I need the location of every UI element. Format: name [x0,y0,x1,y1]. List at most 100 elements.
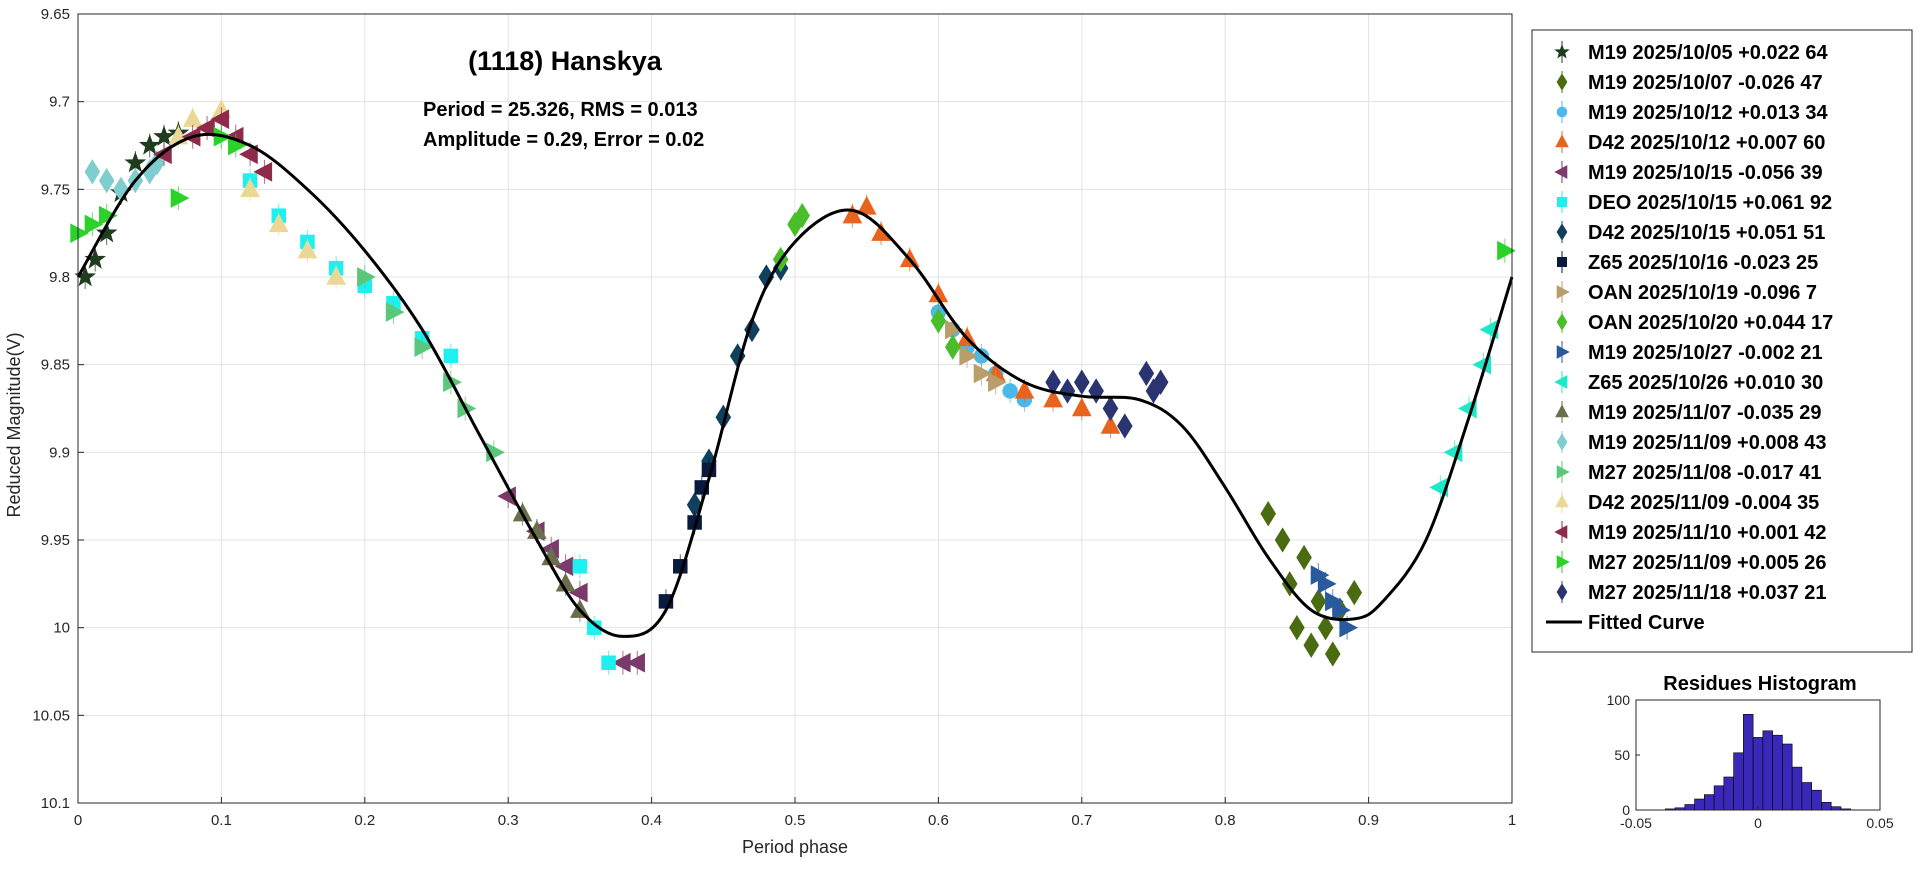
x-tick-label: 0.8 [1215,812,1236,829]
histogram-bar [1762,730,1773,811]
legend-label: M19 2025/10/05 +0.022 64 [1588,42,1829,64]
data-point [1071,397,1092,417]
legend-item: M19 2025/10/05 +0.022 64 [1554,41,1829,64]
data-point [1497,240,1516,261]
y-tick-label: 9.75 [41,181,70,198]
data-point [572,559,588,574]
data-point [959,346,979,366]
data-point [794,202,810,229]
x-tick-label: 0.5 [785,812,806,829]
histogram-bar [1791,766,1803,811]
x-tick-label: 0.7 [1071,812,1092,829]
data-point [1014,379,1035,399]
data-point [84,214,104,235]
data-point [1117,413,1133,439]
legend-label: M19 2025/11/10 +0.001 42 [1588,522,1827,544]
data-point [1059,378,1076,404]
data-point [326,266,346,285]
data-point [626,652,645,673]
data-point [945,319,964,340]
data-point [1138,360,1155,387]
data-point [988,372,1007,393]
y-tick-label: 10 [53,620,70,637]
x-tick-label: 0 [74,812,82,829]
legend-marker [1556,285,1570,299]
legend-marker [1556,345,1570,359]
data-point [1043,388,1063,408]
data-point [268,213,289,233]
legend-label: DEO 2025/10/15 +0.061 92 [1588,192,1832,214]
x-tick-label: 0.3 [498,812,519,829]
data-point [124,151,147,173]
legend-item: M27 2025/11/18 +0.037 21 [1556,581,1827,604]
main-plot-border [77,13,1513,804]
histogram-y-tick-label: 0 [1622,802,1630,818]
data-points [70,98,1516,675]
legend-marker [1556,433,1568,451]
histogram-y-tick-label: 50 [1614,747,1630,763]
legend-item: Z65 2025/10/26 +0.010 30 [1554,371,1823,394]
legend-item: D42 2025/10/15 +0.051 51 [1556,221,1825,244]
y-tick-label: 9.95 [41,532,70,549]
y-tick-label: 9.8 [49,269,70,286]
data-point [1102,395,1119,422]
legend-item: M27 2025/11/08 -0.017 41 [1556,461,1822,484]
legend-marker [1556,106,1568,118]
x-tick-label: 0.6 [928,812,949,829]
data-point [1045,369,1061,395]
data-point [153,125,175,146]
legend-marker [1556,465,1570,479]
legend-label: M27 2025/11/18 +0.037 21 [1588,582,1827,604]
legend-item: M19 2025/11/10 +0.001 42 [1554,521,1827,544]
legend-item: D42 2025/11/09 -0.004 35 [1555,491,1819,514]
series-10 [1310,563,1359,640]
histogram-bar [1772,734,1783,811]
histogram-bar [1801,782,1812,811]
data-point [357,267,376,287]
histogram-bars [1664,713,1852,811]
data-point [170,188,190,208]
legend-label: M19 2025/10/07 -0.026 47 [1588,72,1823,94]
legend-item-fitted-curve: Fitted Curve [1546,612,1705,634]
histogram-title: Residues Histogram [1663,673,1856,695]
data-point [601,655,616,670]
histogram-bar [1704,794,1715,811]
legend-marker [1556,583,1568,601]
data-point [1332,600,1351,620]
data-point [443,348,459,364]
y-axis-label: Reduced Magnitude(V) [4,332,24,517]
legend-label: D42 2025/11/09 -0.004 35 [1588,492,1819,514]
legend-item: M19 2025/10/12 +0.013 34 [1556,101,1829,124]
legend-marker [1557,257,1567,267]
y-tick-label: 9.85 [41,357,70,374]
data-point [1324,641,1341,667]
legend-marker [1556,313,1568,331]
y-tick-label: 9.65 [41,6,70,23]
x-axis-label: Period phase [742,837,848,857]
data-point [98,167,115,194]
legend-label: OAN 2025/10/19 -0.096 7 [1588,282,1817,304]
histogram-bar [1713,785,1725,811]
legend-item: OAN 2025/10/19 -0.096 7 [1556,281,1817,304]
data-point [1152,369,1169,395]
legend-label: M19 2025/10/27 -0.002 21 [1588,342,1823,364]
data-point [240,178,260,198]
histogram-bar [1723,776,1734,811]
data-point [1274,527,1291,553]
legend-item: Z65 2025/10/16 -0.023 25 [1557,251,1818,274]
legend-label: M19 2025/11/07 -0.035 29 [1588,402,1822,424]
y-tick-label: 10.05 [32,707,70,724]
legend-item: OAN 2025/10/20 +0.044 17 [1556,311,1833,334]
data-point [1317,574,1337,594]
data-point [1346,579,1363,606]
legend-label: M19 2025/11/09 +0.008 43 [1588,432,1827,454]
data-point [70,223,89,243]
main-plot-area: 0 0.1 0.2 0.3 0.4 0.5 0.6 0.7 0.8 0.9 1 9.65 9.7 9.7… [4,6,1516,857]
legend-marker [1556,223,1568,241]
data-point [1317,615,1334,641]
legend-item: M19 2025/10/27 -0.002 21 [1556,341,1823,364]
legend-item: M19 2025/11/09 +0.008 43 [1556,431,1827,454]
legend-marker [1557,197,1567,207]
x-tick-label: 0.2 [354,812,375,829]
